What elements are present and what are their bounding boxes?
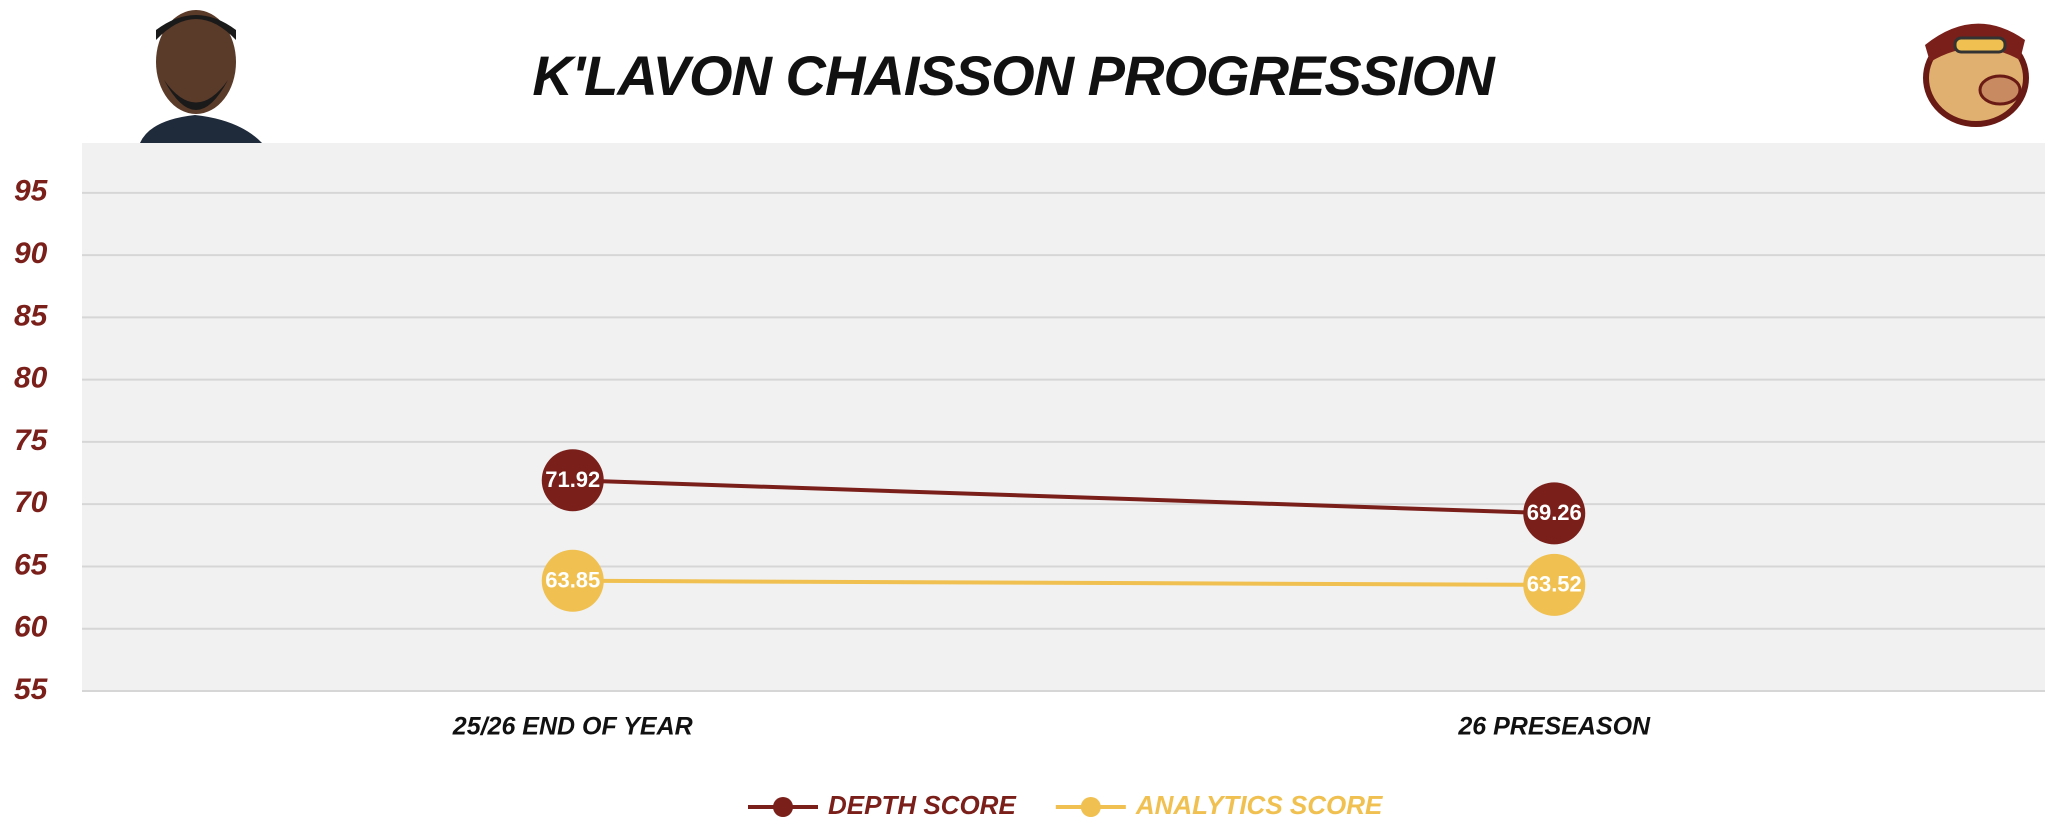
plot-background (82, 143, 2045, 691)
chart-title: K'LAVON CHAISSON PROGRESSION (532, 44, 1496, 107)
data-point (541, 449, 604, 512)
y-tick-label: 95 (14, 175, 49, 208)
legend-item: DEPTH SCORE (748, 790, 1016, 820)
y-tick-label: 60 (14, 611, 48, 644)
legend-item: ANALYTICS SCORE (1055, 790, 1383, 820)
x-tick-label: 26 PRESEASON (1457, 713, 1651, 741)
data-label: 63.85 (545, 568, 600, 593)
series-line (572, 478, 1555, 516)
y-tick-label: 65 (14, 548, 49, 581)
y-tick-label: 80 (14, 362, 48, 395)
x-tick-label: 25/26 END OF YEAR (452, 713, 693, 741)
data-point (1523, 482, 1586, 545)
legend-label: ANALYTICS SCORE (1135, 790, 1383, 820)
y-tick-label: 75 (14, 424, 49, 457)
data-label: 71.92 (545, 467, 600, 492)
y-tick-label: 70 (14, 486, 48, 519)
data-label: 63.52 (1527, 572, 1582, 597)
legend-marker (773, 797, 793, 817)
legend-marker (1080, 797, 1101, 817)
data-point (541, 549, 604, 612)
data-point (1523, 553, 1586, 616)
y-tick-label: 85 (14, 299, 49, 332)
team-logo (1923, 23, 2029, 127)
y-tick-label: 55 (14, 673, 49, 706)
data-label: 69.26 (1527, 500, 1582, 525)
legend-label: DEPTH SCORE (828, 790, 1016, 820)
y-tick-label: 90 (14, 237, 48, 270)
player-photo (118, 0, 268, 143)
series-line (572, 578, 1555, 587)
